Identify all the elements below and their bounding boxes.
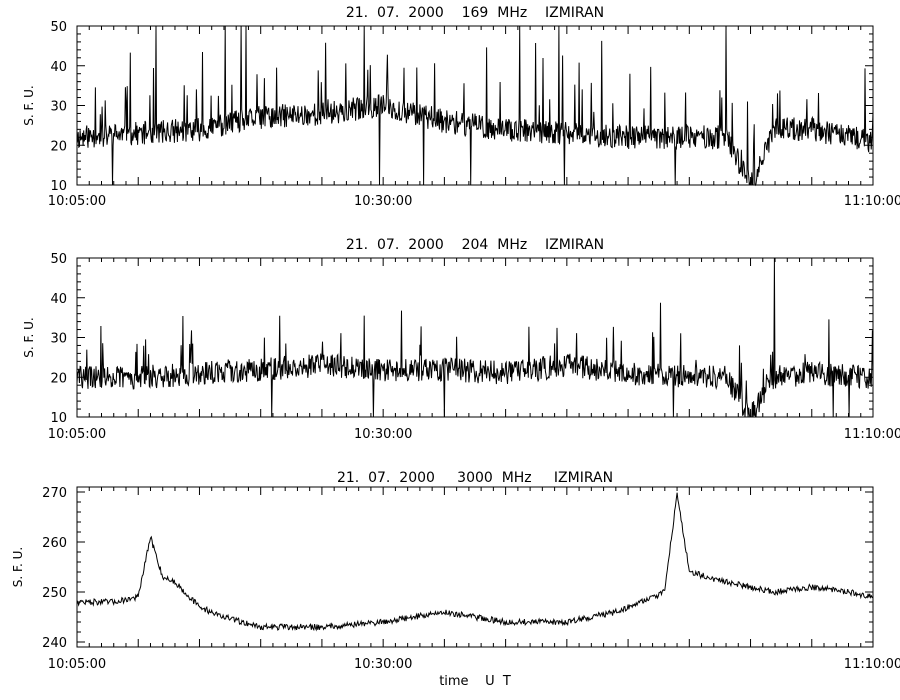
chart-panel-2: 21. 07. 2000 204 MHz IZMIRAN 10 20 30 40 50 10…	[22, 237, 900, 442]
y-tick-label: 50	[50, 20, 67, 35]
y-ticks	[77, 257, 873, 418]
chart-title: 21. 07. 2000 3000 MHz IZMIRAN	[337, 470, 613, 486]
x-tick-label: 10:05:00	[48, 427, 106, 442]
y-tick-label: 40	[50, 60, 67, 75]
y-tick-label: 20	[50, 371, 67, 386]
x-tick-label: 10:05:00	[48, 194, 106, 209]
y-tick-label: 30	[50, 100, 67, 115]
x-tick-label: 10:30:00	[354, 657, 412, 672]
x-ticks	[76, 487, 874, 647]
y-tick-label: 240	[42, 636, 67, 651]
y-axis-label: S. F. U.	[11, 547, 25, 587]
x-tick-label: 10:05:00	[48, 657, 106, 672]
series-line	[76, 25, 874, 187]
series-line	[76, 257, 874, 418]
x-axis-label: time U T	[439, 674, 511, 689]
y-tick-label: 260	[42, 536, 67, 551]
y-tick-label: 270	[42, 486, 67, 501]
y-tick-label: 250	[42, 586, 67, 601]
x-ticks	[76, 26, 874, 185]
series-line	[76, 492, 874, 632]
x-tick-label: 10:30:00	[354, 427, 412, 442]
y-tick-label: 10	[50, 179, 67, 194]
y-tick-label: 50	[50, 252, 67, 267]
y-axis-label: S. F. U.	[22, 317, 36, 357]
y-ticks	[77, 491, 873, 643]
x-tick-label: 10:30:00	[354, 194, 412, 209]
plot-frame	[76, 486, 874, 648]
y-tick-label: 30	[50, 332, 67, 347]
y-tick-label: 40	[50, 292, 67, 307]
x-ticks	[76, 258, 874, 417]
x-tick-label: 11:10:00	[844, 194, 900, 209]
x-tick-label: 11:10:00	[844, 657, 900, 672]
y-tick-label: 20	[50, 139, 67, 154]
y-axis-label: S. F. U.	[22, 85, 36, 125]
x-tick-label: 11:10:00	[844, 427, 900, 442]
chart-title: 21. 07. 2000 204 MHz IZMIRAN	[346, 237, 604, 253]
chart-panel-1: 21. 07. 2000 169 MHz IZMIRAN 10 20 30 40 50 10…	[22, 5, 900, 209]
plot-frame	[76, 257, 874, 418]
chart-title: 21. 07. 2000 169 MHz IZMIRAN	[346, 5, 604, 21]
y-tick-label: 10	[50, 411, 67, 426]
chart-panel-3: 21. 07. 2000 3000 MHz IZMIRAN 240 250 260 27…	[11, 470, 900, 689]
